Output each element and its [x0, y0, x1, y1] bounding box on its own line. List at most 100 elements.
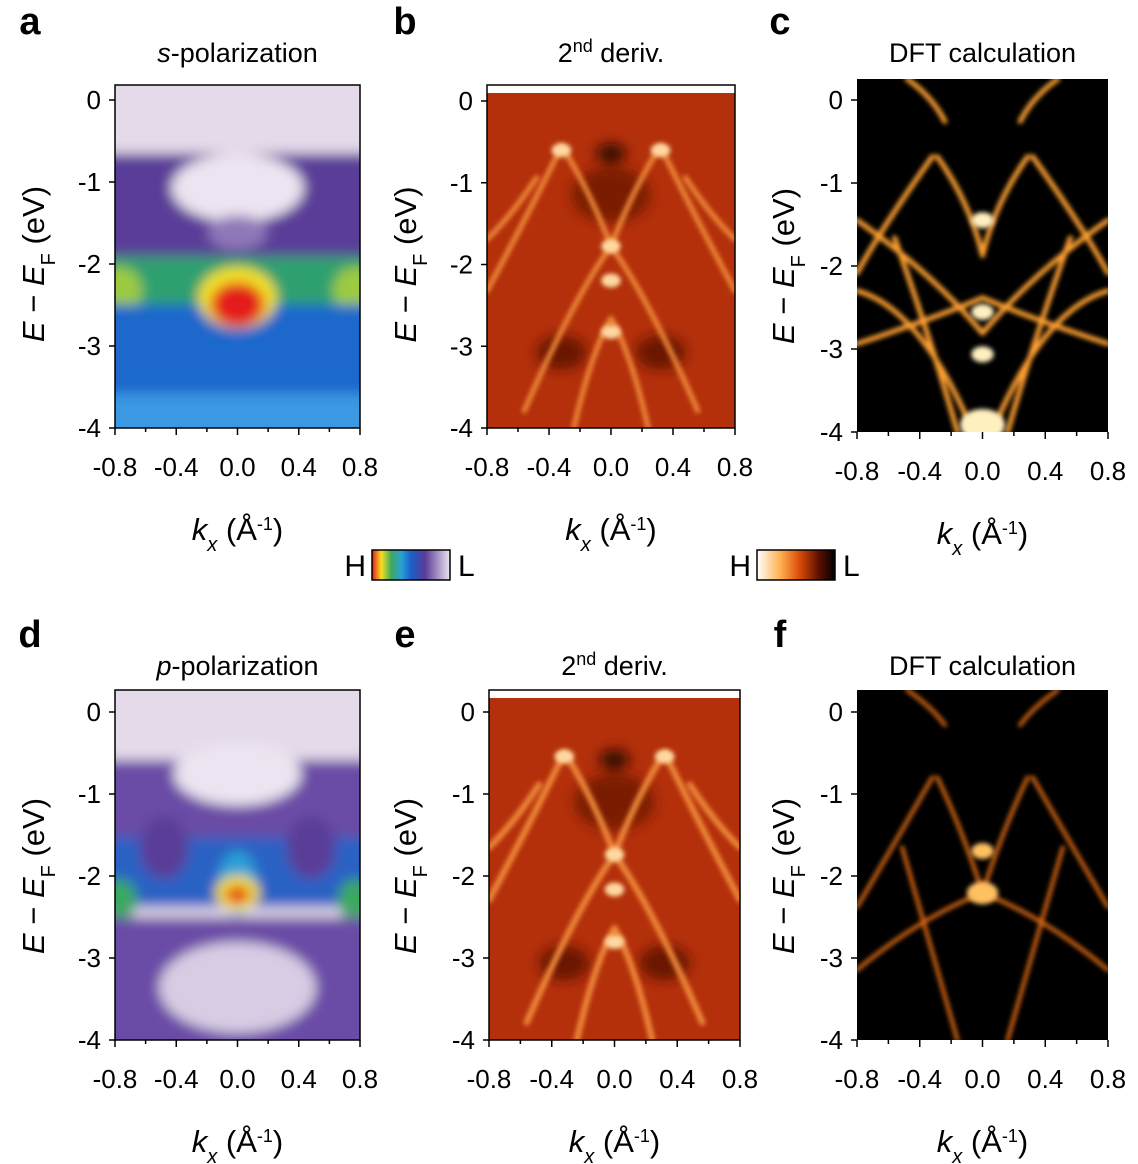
x-axis-label-part: k — [937, 1124, 954, 1159]
x-axis-label-part: (Å — [594, 1124, 634, 1159]
x-tick-label: -0.4 — [897, 456, 942, 486]
y-axis-label-part: E — [16, 265, 51, 286]
x-tick-label: -0.8 — [835, 1064, 880, 1094]
y-tick-label: -1 — [820, 779, 843, 809]
panel-title-part: -polarization — [171, 651, 318, 681]
y-tick-label: -3 — [78, 943, 101, 973]
figure: a s -polarization 0 -1 -2 -3 -4 -0.8 -0.4 0.0 0.4 0.… — [0, 0, 1138, 1164]
panel-letter: b — [393, 1, 416, 43]
panel-title-part: 2 — [558, 38, 573, 68]
x-tick-label: 0.4 — [655, 452, 691, 482]
x-tick-label: -0.4 — [527, 452, 572, 482]
x-tick-label: -0.8 — [835, 456, 880, 486]
blob — [171, 154, 303, 223]
x-tick-label: -0.8 — [467, 1064, 512, 1094]
colorbar-low: L — [843, 550, 860, 583]
spectrum-image — [857, 690, 1108, 1040]
x-axis-label-part: (Å — [962, 1124, 1002, 1159]
spot — [601, 325, 621, 339]
x-axis-label-part: (Å — [217, 1124, 257, 1159]
x-axis-label-part: (Å — [591, 512, 631, 547]
panel-letter: c — [769, 1, 790, 43]
y-tick-label: -2 — [820, 861, 843, 891]
y-tick-label: -3 — [78, 331, 101, 361]
x-axis-label-part: ) — [273, 1124, 283, 1159]
y-axis-label-part: − — [766, 898, 801, 933]
y-tick-label: -1 — [78, 167, 101, 197]
panel-title-part: deriv. — [593, 38, 665, 68]
x-tick-label: -0.4 — [897, 1064, 942, 1094]
x-tick-label: 0.4 — [659, 1064, 695, 1094]
panel: cDFT calculation0-1-2-3-4-0.8-0.40.00.40… — [766, 1, 1126, 560]
panel: e2nd deriv.0-1-2-3-4-0.8-0.40.00.40.8E −… — [388, 614, 758, 1164]
y-tick-label: -4 — [820, 1025, 843, 1055]
y-axis-label-part: E — [388, 877, 423, 898]
y-tick-label: -4 — [820, 417, 843, 447]
y-axis-label-part: (eV) — [16, 798, 51, 865]
y-axis-label: E − EF (eV) — [388, 186, 432, 342]
x-tick-label: 0.4 — [281, 452, 317, 482]
x-tick-label: 0.0 — [596, 1064, 632, 1094]
y-axis-label-part: E — [16, 321, 51, 342]
panel-letter: f — [774, 614, 787, 656]
band — [487, 85, 735, 428]
y-axis-label-part: − — [388, 287, 423, 322]
x-axis-label: kx (Å-1) — [937, 1124, 1028, 1164]
x-axis-label: kx (Å-1) — [565, 512, 656, 556]
x-axis-label-part: -1 — [1002, 1126, 1018, 1146]
y-axis-label-part: E — [766, 933, 801, 954]
panel-title-part: s — [157, 38, 171, 68]
spot — [651, 143, 671, 157]
x-tick-label: 0.8 — [342, 1064, 378, 1094]
blob — [174, 743, 301, 806]
x-tick-label: 0.0 — [964, 1064, 1000, 1094]
band — [487, 85, 735, 93]
spectrum-image — [489, 690, 740, 1040]
x-axis-label-part: (Å — [217, 512, 257, 547]
x-axis-label-part: ) — [273, 512, 283, 547]
blob — [159, 942, 316, 1033]
y-axis-label-part: − — [388, 898, 423, 933]
y-tick-label: -4 — [450, 413, 473, 443]
colorbar: HL — [729, 550, 859, 583]
panel-title-part: DFT calculation — [889, 651, 1076, 681]
y-axis-label-part: F — [38, 253, 60, 265]
x-axis-label: kx (Å-1) — [192, 1124, 283, 1164]
x-tick-label: 0.0 — [964, 456, 1000, 486]
y-axis-label-part: E — [766, 877, 801, 898]
y-axis-label-part: E — [766, 323, 801, 344]
y-tick-label: -1 — [452, 779, 475, 809]
y-axis-label-part: − — [766, 288, 801, 323]
y-tick-label: -1 — [450, 168, 473, 198]
panel-letter: a — [19, 1, 41, 43]
y-axis-label-part: (eV) — [388, 798, 423, 865]
x-tick-label: -0.4 — [529, 1064, 574, 1094]
panel-title-part: 2 — [561, 651, 576, 681]
spot — [552, 143, 572, 157]
spectrum-image — [95, 65, 380, 448]
x-axis-label-part: k — [937, 516, 954, 551]
y-tick-label: -4 — [78, 1025, 101, 1055]
panel-title: DFT calculation — [889, 651, 1076, 681]
x-tick-label: -0.8 — [93, 452, 138, 482]
y-tick-label: -2 — [452, 861, 475, 891]
y-axis-label: E − EF (eV) — [766, 188, 810, 344]
spectrum-image — [857, 79, 1108, 441]
y-tick-label: -4 — [452, 1025, 475, 1055]
y-tick-label: -1 — [78, 779, 101, 809]
y-axis-label-part: F — [38, 865, 60, 877]
spot — [971, 212, 993, 228]
y-axis-label-part: − — [16, 286, 51, 321]
band — [95, 394, 380, 445]
spot — [971, 346, 993, 362]
blob — [140, 816, 189, 879]
x-tick-label: 0.0 — [219, 452, 255, 482]
y-tick-label: 0 — [461, 697, 475, 727]
x-axis-label: kx (Å-1) — [192, 512, 283, 556]
x-axis-label: kx (Å-1) — [569, 1124, 660, 1164]
y-axis-label: E − EF (eV) — [388, 798, 432, 954]
